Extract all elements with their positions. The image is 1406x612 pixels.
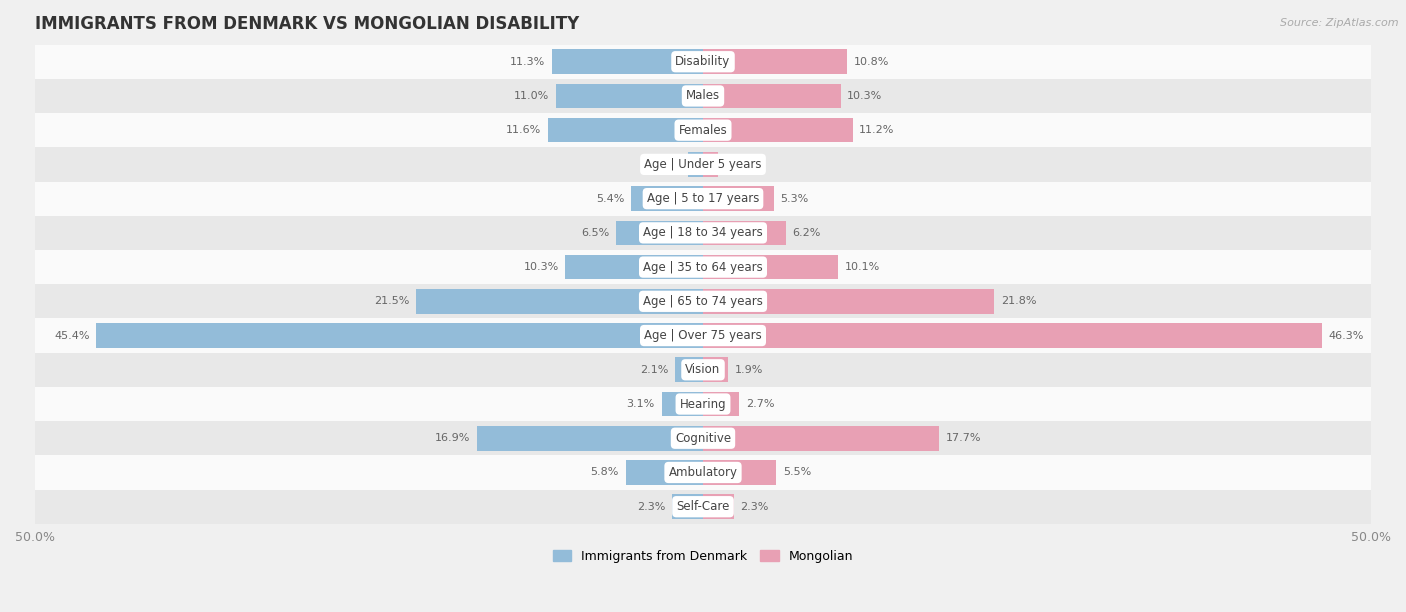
Text: Age | 65 to 74 years: Age | 65 to 74 years <box>643 295 763 308</box>
Text: Age | Over 75 years: Age | Over 75 years <box>644 329 762 342</box>
Text: 5.5%: 5.5% <box>783 468 811 477</box>
Bar <box>35 79 1371 113</box>
Bar <box>35 455 1371 490</box>
Bar <box>35 284 1371 318</box>
Bar <box>703 323 1322 348</box>
Bar <box>35 421 1371 455</box>
Text: Disability: Disability <box>675 55 731 68</box>
Bar <box>416 289 703 313</box>
Text: 5.8%: 5.8% <box>591 468 619 477</box>
Text: Source: ZipAtlas.com: Source: ZipAtlas.com <box>1281 18 1399 28</box>
Legend: Immigrants from Denmark, Mongolian: Immigrants from Denmark, Mongolian <box>548 545 858 567</box>
Bar <box>35 182 1371 216</box>
Text: 46.3%: 46.3% <box>1329 330 1364 340</box>
Text: Age | 35 to 64 years: Age | 35 to 64 years <box>643 261 763 274</box>
Text: 11.3%: 11.3% <box>510 57 546 67</box>
Bar <box>703 460 776 485</box>
Text: 5.3%: 5.3% <box>780 193 808 204</box>
Text: 2.3%: 2.3% <box>741 502 769 512</box>
Text: 2.3%: 2.3% <box>637 502 665 512</box>
Text: 10.3%: 10.3% <box>848 91 883 101</box>
Text: 17.7%: 17.7% <box>946 433 981 443</box>
Bar <box>35 147 1371 182</box>
Bar <box>703 357 728 382</box>
Bar <box>555 84 703 108</box>
Bar <box>477 426 703 450</box>
Text: 11.2%: 11.2% <box>859 125 894 135</box>
Text: 1.1%: 1.1% <box>654 159 682 170</box>
Bar <box>703 426 939 450</box>
Text: 6.5%: 6.5% <box>581 228 609 238</box>
Text: 2.7%: 2.7% <box>745 399 775 409</box>
Text: 21.8%: 21.8% <box>1001 296 1036 307</box>
Bar <box>565 255 703 280</box>
Text: IMMIGRANTS FROM DENMARK VS MONGOLIAN DISABILITY: IMMIGRANTS FROM DENMARK VS MONGOLIAN DIS… <box>35 15 579 33</box>
Text: 3.1%: 3.1% <box>627 399 655 409</box>
Bar <box>35 353 1371 387</box>
Bar <box>703 494 734 519</box>
Bar <box>703 152 717 177</box>
Text: 11.0%: 11.0% <box>515 91 550 101</box>
Bar <box>35 387 1371 421</box>
Bar <box>672 494 703 519</box>
Text: 1.1%: 1.1% <box>724 159 752 170</box>
Bar <box>548 118 703 143</box>
Bar <box>631 186 703 211</box>
Bar <box>703 50 848 74</box>
Text: 5.4%: 5.4% <box>596 193 624 204</box>
Bar <box>35 216 1371 250</box>
Text: Vision: Vision <box>685 364 721 376</box>
Bar <box>626 460 703 485</box>
Bar <box>703 118 852 143</box>
Bar <box>703 289 994 313</box>
Text: 10.8%: 10.8% <box>853 57 890 67</box>
Bar <box>35 250 1371 284</box>
Text: 10.1%: 10.1% <box>845 262 880 272</box>
Text: 2.1%: 2.1% <box>640 365 668 375</box>
Text: Ambulatory: Ambulatory <box>668 466 738 479</box>
Text: Females: Females <box>679 124 727 136</box>
Text: Males: Males <box>686 89 720 102</box>
Text: 45.4%: 45.4% <box>55 330 90 340</box>
Bar <box>675 357 703 382</box>
Text: Self-Care: Self-Care <box>676 500 730 513</box>
Text: 11.6%: 11.6% <box>506 125 541 135</box>
Text: 1.9%: 1.9% <box>735 365 763 375</box>
Bar <box>689 152 703 177</box>
Bar <box>703 84 841 108</box>
Bar <box>35 45 1371 79</box>
Bar <box>703 220 786 245</box>
Text: Hearing: Hearing <box>679 398 727 411</box>
Text: Age | Under 5 years: Age | Under 5 years <box>644 158 762 171</box>
Bar <box>35 490 1371 524</box>
Text: Age | 18 to 34 years: Age | 18 to 34 years <box>643 226 763 239</box>
Bar <box>35 113 1371 147</box>
Text: Cognitive: Cognitive <box>675 431 731 445</box>
Bar <box>662 392 703 416</box>
Bar <box>703 392 740 416</box>
Text: 10.3%: 10.3% <box>523 262 558 272</box>
Text: 16.9%: 16.9% <box>436 433 471 443</box>
Bar <box>703 255 838 280</box>
Text: 21.5%: 21.5% <box>374 296 409 307</box>
Bar <box>35 318 1371 353</box>
Bar <box>616 220 703 245</box>
Bar <box>703 186 773 211</box>
Text: Age | 5 to 17 years: Age | 5 to 17 years <box>647 192 759 205</box>
Text: 6.2%: 6.2% <box>793 228 821 238</box>
Bar <box>97 323 703 348</box>
Bar <box>553 50 703 74</box>
